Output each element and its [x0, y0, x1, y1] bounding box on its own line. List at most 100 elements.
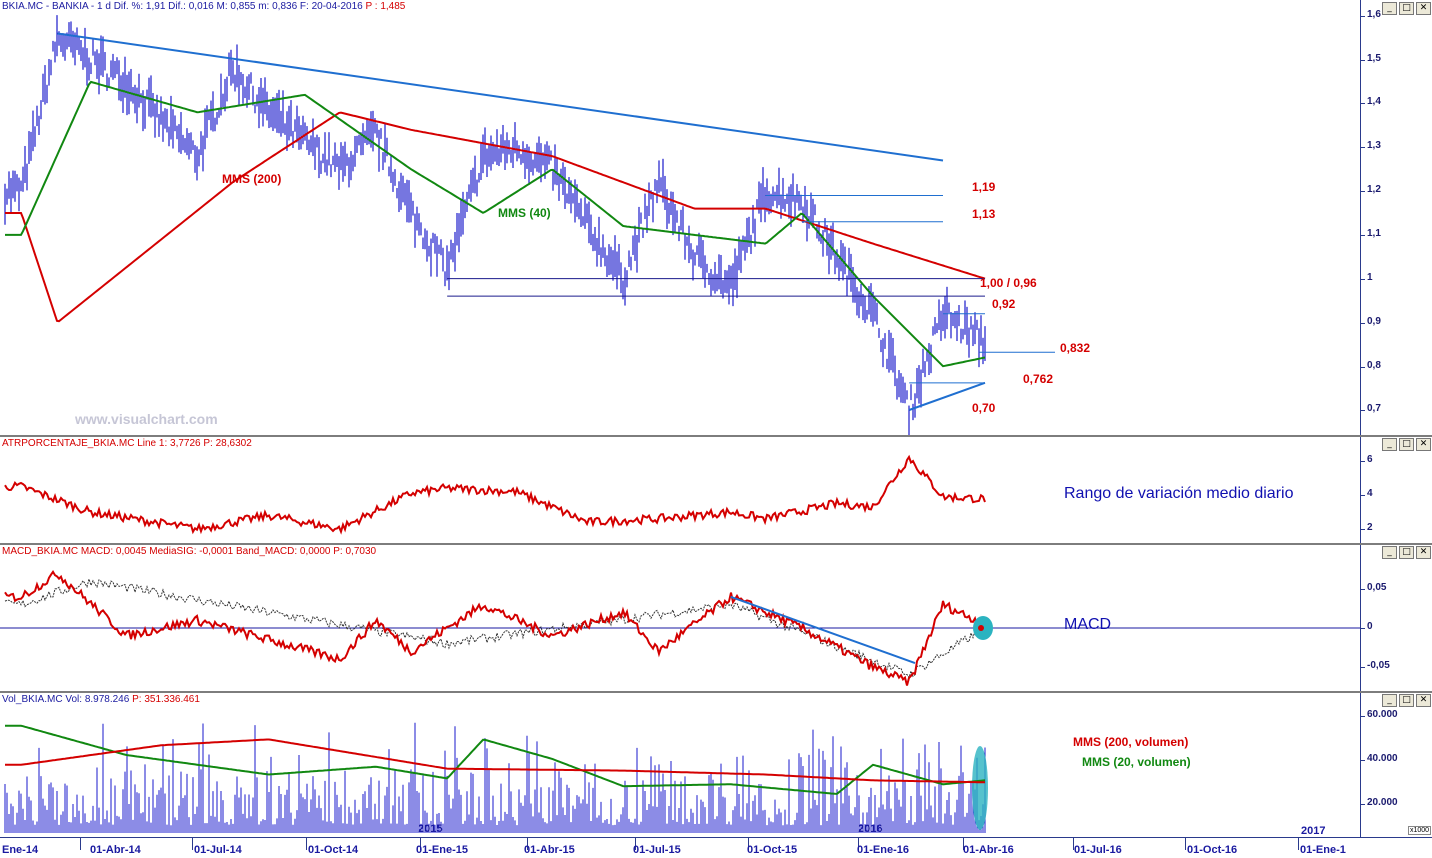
y-tick: 20.000 [1367, 797, 1398, 808]
x-tick-label: 01-Jul-14 [194, 844, 242, 856]
vol-mms20-line [5, 724, 986, 795]
level-0-92: 0,92 [992, 297, 1016, 311]
close-button[interactable]: ✕ [1416, 438, 1431, 451]
y-tick: 2 [1367, 522, 1373, 533]
x-tick-label: 01-Ene-16 [857, 844, 909, 856]
level-0-832: 0,832 [1060, 341, 1091, 355]
minimize-button[interactable]: _ [1382, 694, 1397, 707]
y-tick: 0,7 [1367, 403, 1381, 414]
macd-header: MACD_BKIA.MC MACD: 0,0045 MediaSIG: -0,0… [0, 545, 376, 558]
x-tick-label: 01-Ene-15 [416, 844, 468, 856]
atr-header-text: ATRPORCENTAJE_BKIA.MC Line 1: 3,7726 [2, 438, 201, 449]
atr-window-buttons: _ □ ✕ [1382, 438, 1431, 451]
y-tick: 1,6 [1367, 9, 1381, 20]
atr-chart [4, 454, 986, 535]
y-tick: 1,2 [1367, 184, 1381, 195]
level-0-762: 0,762 [1023, 372, 1054, 386]
minimize-button[interactable]: _ [1382, 546, 1397, 559]
x-axis: Ene-14 01-Abr-14 01-Jul-14 01-Oct-14 01-… [0, 825, 1432, 858]
macd-trendline [730, 595, 916, 665]
volume-y-axis: _ □ ✕ 60.000 40.000 20.000 [1360, 693, 1432, 837]
y-tick: 0,05 [1367, 582, 1387, 593]
maximize-button[interactable]: □ [1399, 2, 1414, 15]
price-chart [4, 15, 1055, 435]
maximize-button[interactable]: □ [1399, 438, 1414, 451]
atr-line [4, 454, 986, 535]
price-window-buttons: _ □ ✕ [1382, 2, 1431, 15]
atr-caption: Rango de variación medio diario [1064, 485, 1294, 502]
y-tick: 40.000 [1367, 753, 1398, 764]
x-tick-label: 01-Ene-1 [1300, 844, 1346, 856]
year-mark-2015: 2015 [418, 823, 443, 835]
vol-header: Vol_BKIA.MC Vol: 8.978.246 P: 351.336.46… [0, 693, 200, 706]
maximize-button[interactable]: □ [1399, 694, 1414, 707]
atr-panel: ATRPORCENTAJE_BKIA.MC Line 1: 3,7726 P: … [0, 437, 1360, 543]
label-vol-mms200: MMS (200, volumen) [1073, 735, 1189, 749]
minimize-button[interactable]: _ [1382, 2, 1397, 15]
atr-y-axis: _ □ ✕ 6 4 2 [1360, 437, 1432, 543]
y-tick: 1,1 [1367, 228, 1381, 239]
price-header-text: BKIA.MC - BANKIA - 1 d Dif. %: 1,91 Dif.… [2, 1, 363, 12]
level-1-19: 1,19 [972, 180, 996, 194]
atr-header-p: P: 28,6302 [203, 438, 252, 449]
y-tick: 1,4 [1367, 96, 1381, 107]
volume-highlight [972, 746, 988, 830]
y-tick: 60.000 [1367, 709, 1398, 720]
x-tick-label: 01-Oct-14 [308, 844, 359, 856]
macd-y-axis: _ □ ✕ 0,05 0 -0,05 [1360, 545, 1432, 691]
macd-header-text: MACD_BKIA.MC MACD: 0,0045 MediaSIG: -0,0… [2, 546, 331, 557]
close-button[interactable]: ✕ [1416, 2, 1431, 15]
y-tick: 1 [1367, 272, 1373, 283]
x-tick-label: 01-Jul-16 [1074, 844, 1122, 856]
x-year-label: 2017 [1301, 825, 1326, 837]
y-tick: 1,3 [1367, 140, 1381, 151]
macd-chart [0, 569, 1360, 686]
level-1-00: 1,00 / 0,96 [980, 276, 1037, 290]
y-tick: 0,9 [1367, 316, 1381, 327]
support-trendline [908, 381, 986, 411]
vol-header-text: Vol_BKIA.MC Vol: 8.978.246 [2, 694, 130, 705]
panel-separator[interactable] [0, 435, 1432, 437]
y-tick: 1,5 [1367, 53, 1381, 64]
trendline [57, 32, 944, 162]
price-panel: BKIA.MC - BANKIA - 1 d Dif. %: 1,91 Dif.… [0, 0, 1360, 435]
y-tick: 4 [1367, 488, 1373, 499]
price-header: BKIA.MC - BANKIA - 1 d Dif. %: 1,91 Dif.… [0, 0, 405, 13]
vol-header-p: P: 351.336.461 [132, 694, 200, 705]
macd-header-p: P: 0,7030 [333, 546, 377, 557]
y-tick: -0,05 [1367, 660, 1390, 671]
panel-separator[interactable] [0, 543, 1432, 545]
watermark: www.visualchart.com [75, 411, 218, 427]
maximize-button[interactable]: □ [1399, 546, 1414, 559]
x-tick-label: 01-Jul-15 [633, 844, 681, 856]
level-1-13: 1,13 [972, 207, 996, 221]
macd-line [4, 569, 986, 686]
x-tick-label: 01-Oct-16 [1187, 844, 1238, 856]
label-mms200: MMS (200) [222, 172, 282, 186]
close-button[interactable]: ✕ [1416, 546, 1431, 559]
macd-signal-line [4, 577, 986, 679]
vol-window-buttons: _ □ ✕ [1382, 694, 1431, 707]
price-y-axis: _ □ ✕ 1,6 1,5 1,4 1,3 1,2 1,1 1 0,9 0,8 … [1360, 0, 1432, 435]
minimize-button[interactable]: _ [1382, 438, 1397, 451]
volume-panel: Vol_BKIA.MC Vol: 8.978.246 P: 351.336.46… [0, 693, 1360, 837]
x-tick-label: 01-Abr-16 [963, 844, 1014, 856]
x-tick-label: 01-Abr-15 [524, 844, 575, 856]
panel-separator[interactable] [0, 691, 1432, 693]
close-button[interactable]: ✕ [1416, 694, 1431, 707]
label-vol-mms20: MMS (20, volumen) [1082, 755, 1191, 769]
y-tick: 0,8 [1367, 360, 1381, 371]
x-tick-label: 01-Oct-15 [747, 844, 798, 856]
macd-caption: MACD [1064, 616, 1112, 633]
atr-header: ATRPORCENTAJE_BKIA.MC Line 1: 3,7726 P: … [0, 437, 252, 450]
mms40-line [5, 80, 986, 368]
volume-unit: x1000 [1408, 826, 1432, 835]
level-0-70: 0,70 [972, 401, 996, 415]
volume-chart [4, 722, 988, 833]
y-tick: 0 [1367, 621, 1373, 632]
price-header-p: P : 1,485 [365, 1, 406, 12]
label-mms40: MMS (40) [498, 206, 551, 220]
x-tick-label: 01-Abr-14 [90, 844, 141, 856]
x-tick-label: Ene-14 [2, 844, 39, 856]
macd-panel: MACD_BKIA.MC MACD: 0,0045 MediaSIG: -0,0… [0, 545, 1360, 691]
